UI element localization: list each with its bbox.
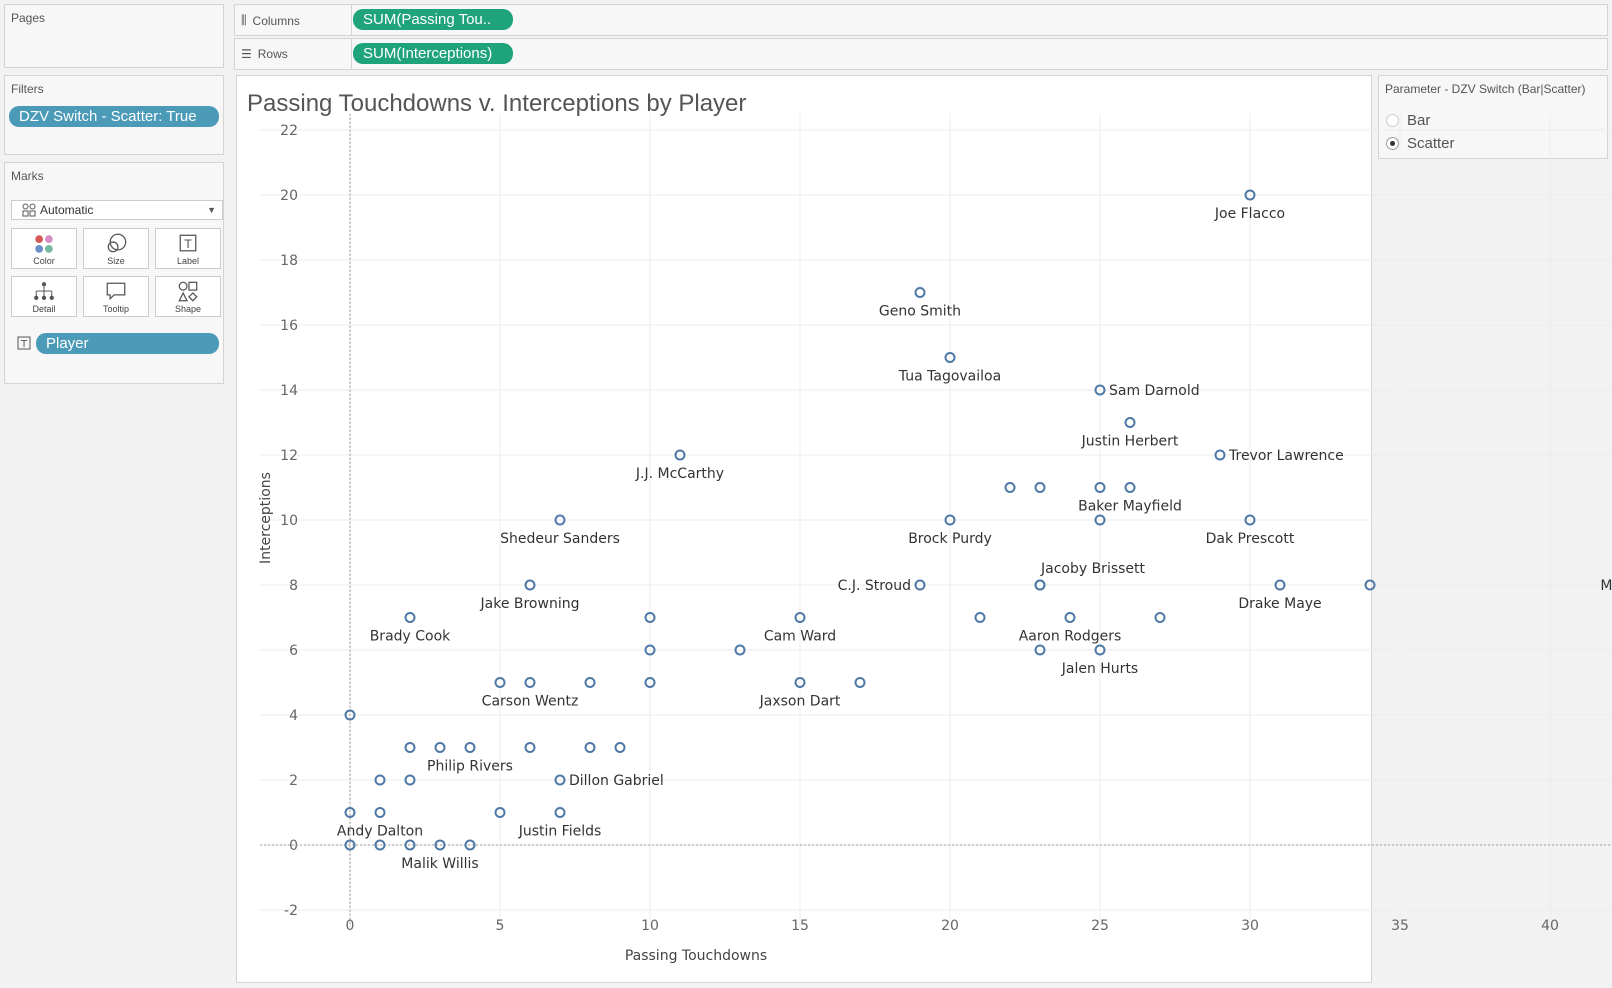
columns-label: ⫼ Columns [241,13,300,28]
param-option-scatter[interactable]: Scatter [1386,135,1455,152]
mark-type-dropdown[interactable]: Automatic ▼ [11,200,223,220]
tooltip-button[interactable]: Tooltip [83,276,149,317]
columns-label-text: Columns [252,13,300,28]
chart-title: Passing Touchdowns v. Interceptions by P… [247,90,747,117]
shape-icon [178,281,198,302]
x-tick-label: 40 [1541,918,1559,934]
color-button[interactable]: Color [11,228,77,269]
param-option-scatter-label: Scatter [1407,135,1455,152]
param-option-bar[interactable]: Bar [1386,112,1430,129]
marks-title: Marks [11,169,44,183]
tooltip-icon [106,282,126,301]
rows-pill[interactable]: SUM(Interceptions) [353,43,513,64]
svg-text:T: T [183,237,192,251]
size-icon [107,233,127,253]
radio-scatter[interactable] [1386,137,1399,150]
mark-type-value: Automatic [40,203,94,217]
filters-title: Filters [11,82,44,96]
rows-divider [351,39,352,69]
tooltip-label: Tooltip [102,304,129,314]
detail-label: Detail [32,304,56,314]
player-label: Matthew Stafford [1600,578,1612,594]
param-option-bar-label: Bar [1407,112,1431,129]
x-tick-label: 35 [1391,918,1409,934]
size-button[interactable]: Size [83,228,149,269]
detail-icon [34,282,54,300]
color-label: Color [33,256,55,266]
shape-label: Shape [174,304,202,314]
label-label: Label [176,256,200,266]
shape-button[interactable]: Shape [155,276,221,317]
size-label: Size [107,256,125,266]
pages-title: Pages [11,11,46,25]
rows-shelf[interactable]: ☰ Rows SUM(Interceptions) [234,38,1608,70]
label-button[interactable]: T Label [155,228,221,269]
columns-icon: ⫼ [241,13,247,27]
columns-pill[interactable]: SUM(Passing Tou.. [353,9,513,30]
filters-panel: Filters DZV Switch - Scatter: True [4,75,224,155]
columns-shelf[interactable]: ⫼ Columns SUM(Passing Tou.. [234,4,1608,36]
rows-icon: ☰ [241,47,252,61]
radio-bar[interactable] [1386,114,1399,127]
automatic-icon [22,203,36,217]
filter-pill[interactable]: DZV Switch - Scatter: True [9,106,219,127]
player-pill[interactable]: Player [36,333,219,354]
color-icon [35,235,53,253]
text-label-icon: T [179,234,197,252]
pages-panel: Pages [4,4,224,68]
chart-panel: Passing Touchdowns v. Interceptions by P… [236,75,1372,983]
parameter-panel: Parameter - DZV Switch (Bar|Scatter) [1378,75,1608,159]
rows-label-text: Rows [257,47,288,61]
columns-divider [351,5,352,35]
parameter-title: Parameter - DZV Switch (Bar|Scatter) [1385,82,1586,96]
label-field-icon: T [17,336,31,350]
detail-button[interactable]: Detail [11,276,77,317]
svg-text:T: T [20,339,28,350]
rows-label: ☰ Rows [241,47,288,61]
chevron-down-icon: ▼ [207,205,216,215]
